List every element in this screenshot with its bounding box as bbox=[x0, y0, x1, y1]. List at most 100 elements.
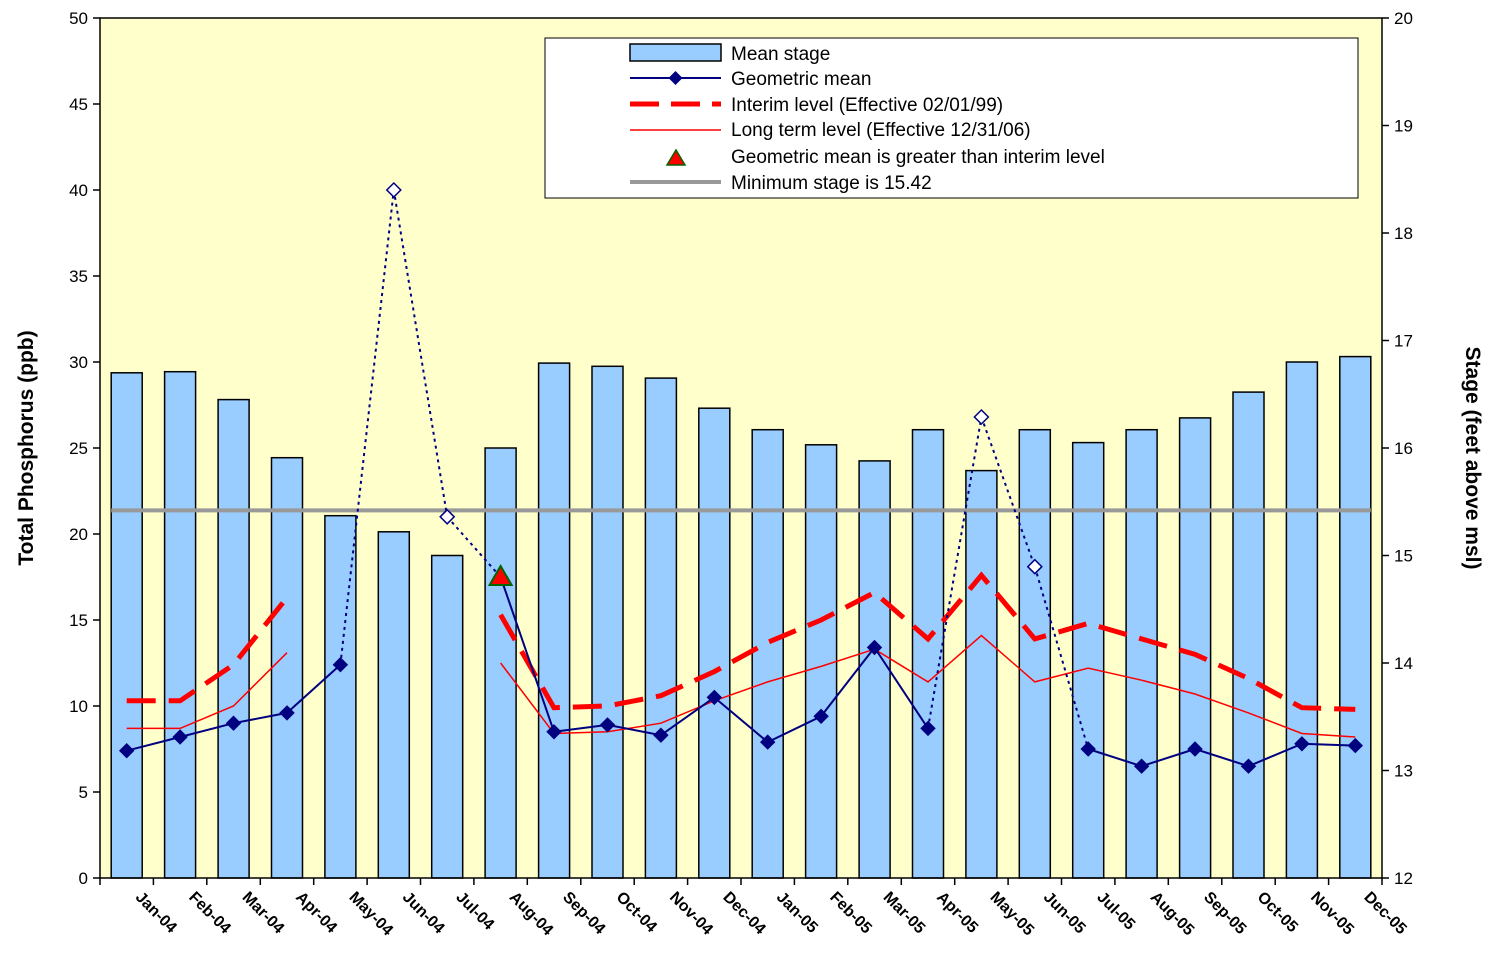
x-tick-label-feb-04: Feb-04 bbox=[185, 889, 234, 938]
x-axis: Jan-04 Feb-04 Mar-04 Apr-04 May-04 Jun-04 Jul-… bbox=[99, 878, 1410, 939]
x-tick-label-jul-04: Jul-04 bbox=[452, 889, 497, 934]
point-geometric-mean-nov-04 bbox=[653, 727, 669, 743]
line-long-term-level-effective-12-31-06-segment-2 bbox=[500, 634, 1356, 738]
point-geometric-mean-jan-04 bbox=[118, 742, 135, 759]
line-interim-level-effective-02-01-99-segment-1 bbox=[126, 596, 289, 704]
line-geometric-mean-aug-04-to-sep-04 bbox=[499, 576, 555, 733]
left-tick-label-0: 0 bbox=[79, 869, 88, 888]
x-tick-label-jun-04: Jun-04 bbox=[399, 889, 448, 938]
point-geometric-mean-feb-05 bbox=[813, 708, 829, 725]
bar-mean-stage-mar-04 bbox=[217, 398, 250, 879]
point-geometric-mean-may-04 bbox=[332, 656, 349, 673]
bar-mean-stage-oct-05 bbox=[1232, 391, 1265, 879]
x-tick-label-oct-04: Oct-04 bbox=[613, 889, 660, 936]
line-geometric-mean-sep-05-to-oct-05 bbox=[1194, 748, 1249, 768]
point-geometric-mean-dec-04 bbox=[706, 689, 723, 706]
legend: Mean stage Geometric mean Interim level … bbox=[544, 37, 1359, 199]
point-geometric-mean-oct-05 bbox=[1240, 758, 1257, 774]
point-geometric-mean-apr-04 bbox=[279, 705, 295, 721]
point-geometric-mean-jul-05 bbox=[1080, 741, 1096, 757]
series-markers bbox=[118, 181, 1364, 774]
line-geometric-mean-feb-04-to-mar-04 bbox=[179, 722, 234, 738]
bar-mean-stage-nov-05 bbox=[1285, 361, 1319, 879]
left-tick-label-15: 15 bbox=[69, 611, 88, 630]
bar-mean-stage-feb-05 bbox=[804, 444, 838, 879]
right-tick-label-16: 16 bbox=[1394, 439, 1413, 458]
x-tick-label-nov-04: Nov-04 bbox=[666, 889, 716, 939]
x-tick-label-sep-04: Sep-04 bbox=[559, 889, 608, 938]
line-geometric-mean-jul-05-to-aug-05 bbox=[1087, 748, 1142, 768]
x-tick-label-mar-04: Mar-04 bbox=[239, 889, 288, 938]
point-geometric-mean-feb-04 bbox=[172, 729, 188, 745]
x-tick-label-nov-05: Nov-05 bbox=[1307, 889, 1357, 939]
line-geometric-mean-may-04-to-jun-04 bbox=[339, 189, 395, 665]
right-tick-label-19: 19 bbox=[1394, 117, 1413, 136]
line-interim-level-effective-02-01-99-segment-2 bbox=[498, 571, 1356, 712]
x-tick-label-dec-04: Dec-04 bbox=[719, 889, 768, 938]
left-axis: 0 5 10 15 20 25 30 35 40 45 50 bbox=[69, 9, 100, 888]
point-geometric-mean-aug-05 bbox=[1133, 758, 1150, 774]
left-tick-label-45: 45 bbox=[69, 95, 88, 114]
mean-stage-bars bbox=[110, 355, 1372, 879]
x-tick-label-jan-04: Jan-04 bbox=[132, 889, 180, 937]
series-lines bbox=[126, 189, 1356, 768]
bar-mean-stage-jul-04 bbox=[430, 554, 464, 879]
bar-mean-stage-apr-04 bbox=[270, 456, 304, 879]
line-geometric-mean-oct-04-to-nov-04 bbox=[607, 723, 662, 737]
x-tick-label-oct-05: Oct-05 bbox=[1254, 889, 1301, 936]
line-geometric-mean-aug-05-to-sep-05 bbox=[1141, 748, 1196, 768]
x-tick-label-jul-05: Jul-05 bbox=[1093, 889, 1138, 934]
left-tick-label-20: 20 bbox=[69, 525, 88, 544]
legend-marker-geometric-mean bbox=[668, 71, 683, 85]
bar-mean-stage-sep-04 bbox=[537, 362, 571, 879]
left-tick-label-5: 5 bbox=[79, 783, 88, 802]
right-tick-label-13: 13 bbox=[1394, 762, 1413, 781]
left-tick-label-50: 50 bbox=[69, 9, 88, 28]
right-tick-label-20: 20 bbox=[1394, 9, 1413, 28]
right-tick-label-12: 12 bbox=[1394, 869, 1413, 888]
point-geometric-mean-jul-04 bbox=[439, 508, 456, 525]
point-geometric-mean-sep-05 bbox=[1187, 741, 1203, 757]
line-geometric-mean-feb-05-to-mar-05 bbox=[820, 646, 876, 717]
line-geometric-mean-dec-04-to-jan-05 bbox=[713, 696, 769, 743]
x-tick-label-mar-05: Mar-05 bbox=[880, 889, 929, 938]
bar-mean-stage-dec-05 bbox=[1339, 355, 1372, 879]
line-geometric-mean-jan-04-to-feb-04 bbox=[126, 736, 181, 752]
bar-mean-stage-dec-04 bbox=[698, 407, 731, 879]
left-tick-label-40: 40 bbox=[69, 181, 88, 200]
legend-label-exceedance: Geometric mean is greater than interim l… bbox=[731, 147, 1105, 168]
bar-mean-stage-jan-05 bbox=[751, 428, 784, 879]
left-tick-label-25: 25 bbox=[69, 439, 88, 458]
bar-mean-stage-jan-04 bbox=[110, 372, 143, 879]
right-tick-label-14: 14 bbox=[1394, 654, 1413, 673]
bar-mean-stage-aug-05 bbox=[1125, 428, 1158, 879]
left-tick-label-10: 10 bbox=[69, 697, 88, 716]
x-tick-label-apr-05: Apr-05 bbox=[933, 889, 981, 937]
right-tick-label-18: 18 bbox=[1394, 224, 1413, 243]
point-geometric-mean-may-05 bbox=[973, 408, 990, 426]
x-tick-label-sep-05: Sep-05 bbox=[1200, 889, 1249, 938]
line-geometric-mean-may-05-to-jun-05 bbox=[980, 416, 1036, 568]
x-tick-label-dec-05: Dec-05 bbox=[1360, 889, 1409, 938]
left-axis-title: Total Phosphorus (ppb) bbox=[15, 330, 38, 565]
bar-mean-stage-aug-04 bbox=[484, 447, 517, 879]
marker-exceedance-aug-04 bbox=[487, 564, 514, 586]
line-geometric-mean-nov-04-to-dec-04 bbox=[660, 696, 715, 737]
legend-label-minimum-stage: Minimum stage is 15.42 bbox=[731, 173, 932, 194]
x-tick-label-aug-05: Aug-05 bbox=[1147, 889, 1197, 939]
point-geometric-mean-jan-05 bbox=[759, 734, 776, 750]
legend-marker-exceedance bbox=[665, 148, 687, 166]
line-geometric-mean-oct-05-to-nov-05 bbox=[1248, 742, 1303, 768]
x-tick-label-jun-05: Jun-05 bbox=[1040, 889, 1089, 938]
bar-mean-stage-jun-05 bbox=[1018, 428, 1052, 879]
point-geometric-mean-apr-05 bbox=[920, 720, 936, 737]
legend-box bbox=[544, 37, 1359, 199]
line-geometric-mean-sep-04-to-oct-04 bbox=[553, 723, 608, 733]
point-geometric-mean-jun-04 bbox=[385, 181, 402, 199]
point-geometric-mean-sep-04 bbox=[546, 724, 562, 740]
bar-mean-stage-sep-05 bbox=[1178, 417, 1212, 879]
bar-mean-stage-oct-04 bbox=[591, 365, 624, 879]
line-geometric-mean-mar-05-to-apr-05 bbox=[873, 646, 929, 729]
bar-mean-stage-apr-05 bbox=[911, 428, 945, 879]
legend-label-interim-level: Interim level (Effective 02/01/99) bbox=[731, 95, 1003, 116]
